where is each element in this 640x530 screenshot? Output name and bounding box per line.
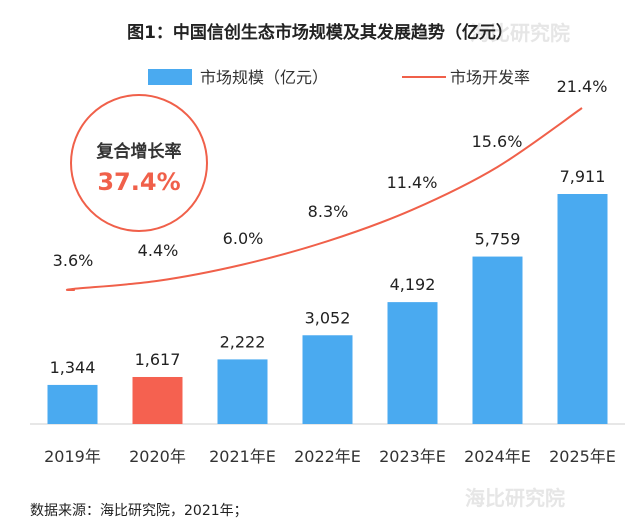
bar-1: [132, 376, 183, 424]
bar-0: [47, 384, 98, 424]
x-tick-label-3: 2022年E: [294, 447, 361, 466]
cagr-annotation: 复合增长率 37.4%: [70, 94, 208, 232]
legend-bar-swatch: [148, 69, 192, 85]
x-tick-label-1: 2020年: [129, 447, 186, 466]
bar-value-label-1: 1,617: [135, 350, 181, 369]
legend-bar-label: 市场规模（亿元）: [200, 68, 328, 87]
legend: 市场规模（亿元） 市场开发率: [148, 68, 530, 87]
rate-label-1: 4.4%: [138, 241, 179, 260]
rate-label-2: 6.0%: [223, 229, 264, 248]
chart-title: 图1：中国信创生态市场规模及其发展趋势（亿元）: [127, 22, 513, 43]
x-ticks-group: 2019年 2020年 2021年E 2022年E 2023年E 2024年E 2025年E: [44, 447, 616, 466]
cagr-circle: [70, 94, 208, 232]
bar-value-label-0: 1,344: [50, 358, 96, 377]
bars-group: [47, 194, 608, 424]
legend-line-label: 市场开发率: [450, 68, 530, 87]
x-tick-label-4: 2023年E: [379, 447, 446, 466]
bar-6: [557, 194, 608, 424]
x-tick-label-0: 2019年: [44, 447, 101, 466]
rate-label-5: 15.6%: [472, 132, 523, 151]
watermark-bottom: 海比研究院: [465, 486, 565, 510]
bar-2: [217, 359, 268, 424]
bar-4: [387, 302, 438, 424]
source-note: 数据来源：海比研究院，2021年；: [30, 503, 248, 519]
bar-3: [302, 335, 353, 424]
x-tick-label-2: 2021年E: [209, 447, 276, 466]
bar-value-label-2: 2,222: [220, 332, 266, 351]
bar-value-label-4: 4,192: [390, 275, 436, 294]
watermark-top: 海比研究院: [470, 21, 570, 45]
bar-value-label-5: 5,759: [475, 230, 521, 249]
rate-line: [66, 107, 583, 292]
bar-value-label-6: 7,911: [560, 167, 606, 186]
rate-label-0: 3.6%: [53, 251, 94, 270]
bar-labels-group: 1,344 1,617 2,222 3,052 4,192 5,759 7,911: [50, 167, 606, 377]
x-tick-label-5: 2024年E: [464, 447, 531, 466]
x-tick-label-6: 2025年E: [549, 447, 616, 466]
rate-label-6: 21.4%: [557, 77, 608, 96]
rate-label-3: 8.3%: [308, 202, 349, 221]
cagr-label: 复合增长率: [96, 141, 182, 162]
rate-line-group: 3.6% 4.4% 6.0% 8.3% 11.4% 15.6% 21.4%: [53, 77, 608, 292]
rate-label-4: 11.4%: [387, 173, 438, 192]
cagr-value: 37.4%: [97, 168, 180, 196]
bar-value-label-3: 3,052: [305, 308, 351, 327]
bar-5: [472, 256, 523, 424]
